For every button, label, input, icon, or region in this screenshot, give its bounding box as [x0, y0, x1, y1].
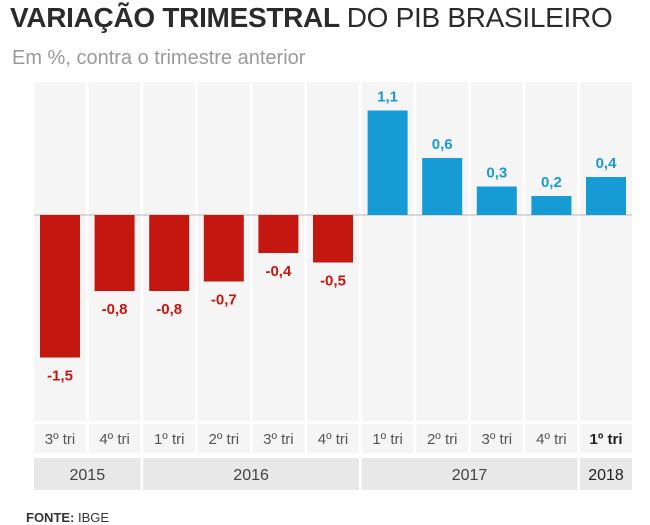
- chart-title-bold: VARIAÇÃO TRIMESTRAL: [10, 2, 340, 33]
- year-label: 2018: [588, 467, 624, 484]
- bar: [531, 196, 572, 215]
- source-label: FONTE:: [26, 510, 75, 525]
- chart-subtitle: Em %, contra o trimestre anterior: [12, 47, 306, 69]
- tick-label: 3º tri: [45, 431, 75, 448]
- tick-label: 4º tri: [99, 431, 129, 448]
- data-label: 0,3: [486, 165, 507, 182]
- tick-label: 4º tri: [536, 431, 566, 448]
- tick-label: 1º tri: [372, 431, 402, 448]
- bar: [476, 186, 517, 215]
- tick-label: 1º tri: [154, 431, 184, 448]
- data-label: -0,8: [156, 301, 182, 318]
- tick-label: 2º tri: [427, 431, 457, 448]
- year-band: [34, 458, 141, 490]
- bar: [258, 215, 299, 253]
- data-label: 1,1: [377, 89, 398, 106]
- tick-background: [197, 424, 250, 453]
- tick-background: [416, 424, 469, 453]
- bar: [367, 110, 408, 215]
- column-background: [470, 82, 523, 421]
- chart-title-light: DO PIB BRASILEIRO: [346, 2, 613, 33]
- tick-background: [307, 424, 359, 453]
- tick-label: 2º tri: [209, 431, 239, 448]
- tick-background: [34, 424, 86, 453]
- tick-label: 3º tri: [482, 431, 512, 448]
- bar: [94, 215, 135, 291]
- column-background: [580, 82, 632, 421]
- year-band: [143, 458, 359, 490]
- bar: [149, 215, 190, 291]
- tick-background: [470, 424, 523, 453]
- tick-background: [143, 424, 196, 453]
- tick-background: [252, 424, 305, 453]
- bar: [586, 177, 626, 215]
- data-label: 0,2: [541, 174, 562, 191]
- tick-label: 4º tri: [318, 431, 348, 448]
- data-label: -0,7: [211, 292, 237, 309]
- data-label: -0,5: [320, 273, 346, 290]
- tick-label: 3º tri: [263, 431, 293, 448]
- column-background: [525, 82, 578, 421]
- source-value: IBGE: [78, 510, 110, 525]
- year-label: 2016: [233, 467, 269, 484]
- source-note: FONTE: IBGE: [26, 510, 109, 525]
- tick-background: [88, 424, 141, 453]
- column-background: [416, 82, 469, 421]
- data-label: 0,6: [432, 136, 453, 153]
- year-band: [580, 458, 632, 490]
- data-label: -0,8: [102, 301, 128, 318]
- chart-title: VARIAÇÃO TRIMESTRAL DO PIB BRASILEIRO: [10, 0, 613, 36]
- year-label: 2015: [70, 467, 106, 484]
- tick-label: 1º tri: [590, 431, 623, 448]
- tick-background: [525, 424, 578, 453]
- tick-background: [580, 424, 632, 453]
- data-label: -0,4: [265, 263, 292, 280]
- bar: [203, 215, 244, 282]
- data-label: -1,5: [47, 368, 73, 385]
- data-label: 0,4: [596, 155, 618, 172]
- bar: [40, 215, 80, 358]
- tick-background: [361, 424, 414, 453]
- year-label: 2017: [452, 467, 488, 484]
- year-band: [361, 458, 578, 490]
- bar: [422, 158, 463, 215]
- bar: [313, 215, 353, 263]
